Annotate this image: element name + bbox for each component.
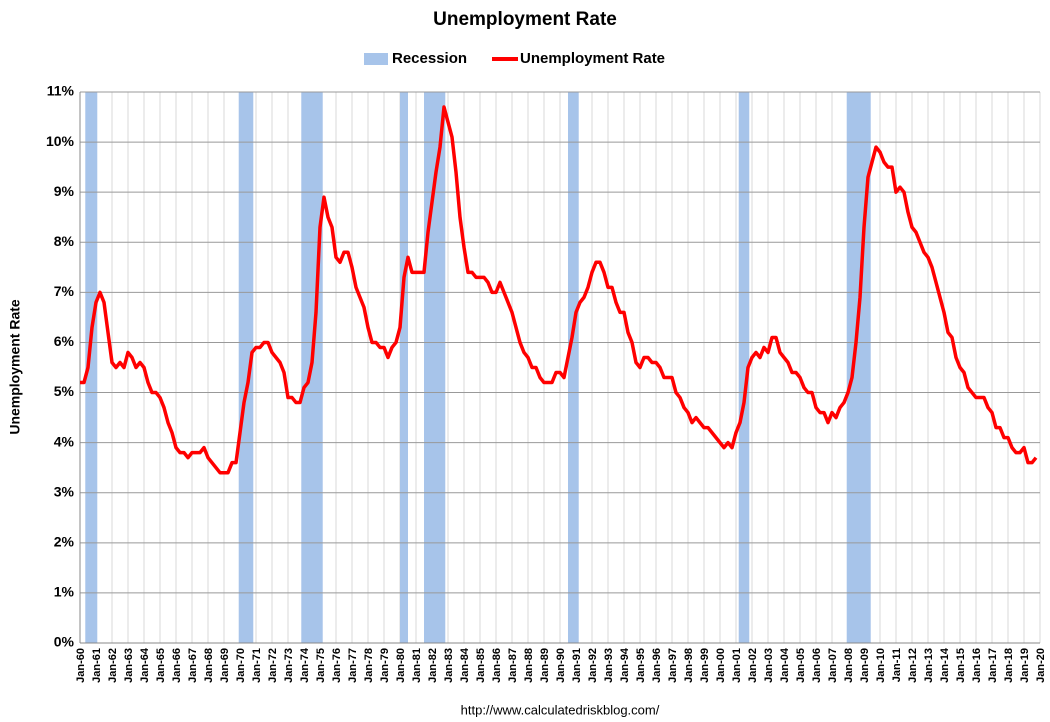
y-tick-label: 1% <box>54 584 75 600</box>
x-tick-label: Jan-94 <box>619 647 631 683</box>
x-tick-label: Jan-15 <box>955 648 967 683</box>
x-tick-label: Jan-77 <box>347 648 359 683</box>
x-tick-label: Jan-00 <box>715 648 727 683</box>
x-tick-label: Jan-68 <box>203 648 215 683</box>
x-tick-label: Jan-70 <box>235 648 247 683</box>
x-tick-label: Jan-63 <box>123 648 135 683</box>
x-tick-label: Jan-86 <box>491 648 503 683</box>
x-tick-label: Jan-66 <box>171 648 183 683</box>
y-tick-label: 2% <box>54 534 75 550</box>
x-tick-label: Jan-16 <box>971 648 983 683</box>
x-tick-label: Jan-61 <box>91 648 103 683</box>
source: http://www.calculatedriskblog.com/ <box>461 702 660 717</box>
x-tick-label: Jan-73 <box>283 648 295 683</box>
y-tick-label: 5% <box>54 383 75 399</box>
x-tick-label: Jan-74 <box>299 647 311 683</box>
data-line <box>80 105 1038 475</box>
x-tick-label: Jan-71 <box>251 648 263 683</box>
x-tick-label: Jan-93 <box>603 648 615 683</box>
legend-swatch <box>364 53 388 65</box>
y-tick-label: 0% <box>54 634 75 650</box>
y-axis-label: Unemployment Rate <box>7 299 23 435</box>
x-tick-label: Jan-62 <box>107 648 119 683</box>
x-tick-label: Jan-13 <box>923 648 935 683</box>
x-tick-label: Jan-96 <box>651 648 663 683</box>
x-tick-label: Jan-67 <box>187 648 199 683</box>
recession-band <box>400 92 408 643</box>
legend-label: Unemployment Rate <box>520 50 665 67</box>
x-tick-label: Jan-14 <box>939 647 951 683</box>
x-tick-label: Jan-85 <box>475 648 487 683</box>
x-tick-label: Jan-08 <box>843 648 855 683</box>
recession-band <box>238 92 254 643</box>
x-tick-label: Jan-65 <box>155 648 167 683</box>
x-tick-label: Jan-04 <box>779 647 791 683</box>
x-tick-label: Jan-09 <box>859 648 871 683</box>
x-tick-label: Jan-10 <box>875 648 887 683</box>
y-tick-label: 10% <box>46 133 75 149</box>
x-tick-label: Jan-90 <box>555 648 567 683</box>
x-tick-label: Jan-91 <box>571 648 583 683</box>
x-tick-label: Jan-76 <box>331 648 343 683</box>
y-tick-label: 7% <box>54 283 75 299</box>
x-tick-label: Jan-05 <box>795 648 807 683</box>
y-tick-label: 8% <box>54 233 75 249</box>
x-tick-label: Jan-78 <box>363 648 375 683</box>
x-tick-label: Jan-97 <box>667 648 679 683</box>
x-tick-label: Jan-18 <box>1003 648 1015 683</box>
x-tick-label: Jan-72 <box>267 648 279 683</box>
x-tick-label: Jan-06 <box>811 648 823 683</box>
x-tick-label: Jan-83 <box>443 648 455 683</box>
x-tick-label: Jan-64 <box>139 647 151 683</box>
x-tick-label: Jan-95 <box>635 648 647 683</box>
x-tick-label: Jan-87 <box>507 648 519 683</box>
x-tick-label: Jan-82 <box>427 648 439 683</box>
x-tick-label: Jan-19 <box>1019 648 1031 683</box>
recession-band <box>738 92 750 643</box>
x-tick-label: Jan-11 <box>891 648 903 682</box>
x-tick-label: Jan-84 <box>459 647 471 683</box>
y-tick-label: 6% <box>54 333 75 349</box>
x-tick-label: Jan-92 <box>587 648 599 683</box>
x-tick-label: Jan-60 <box>75 648 87 683</box>
x-tick-label: Jan-01 <box>731 648 743 683</box>
x-tick-label: Jan-17 <box>987 648 999 683</box>
x-tick-label: Jan-75 <box>315 648 327 683</box>
x-tick-label: Jan-88 <box>523 648 535 683</box>
y-tick-label: 3% <box>54 483 75 499</box>
x-tick-label: Jan-20 <box>1035 648 1047 683</box>
legend-label: Recession <box>392 50 467 67</box>
y-tick-label: 11% <box>47 83 75 99</box>
x-tick-label: Jan-81 <box>411 648 423 683</box>
x-tick-label: Jan-12 <box>907 648 919 683</box>
y-tick-label: 4% <box>54 433 75 449</box>
recession-band <box>85 92 98 643</box>
x-tick-label: Jan-80 <box>395 648 407 683</box>
x-tick-label: Jan-69 <box>219 648 231 683</box>
y-tick-label: 9% <box>54 183 75 199</box>
x-tick-label: Jan-99 <box>699 648 711 683</box>
x-tick-label: Jan-03 <box>763 648 775 683</box>
recession-band <box>568 92 579 643</box>
chart-title: Unemployment Rate <box>433 9 617 30</box>
x-tick-label: Jan-02 <box>747 648 759 683</box>
x-tick-label: Jan-89 <box>539 648 551 683</box>
x-tick-label: Jan-07 <box>827 648 839 683</box>
x-tick-label: Jan-79 <box>379 648 391 683</box>
x-tick-label: Jan-98 <box>683 648 695 683</box>
